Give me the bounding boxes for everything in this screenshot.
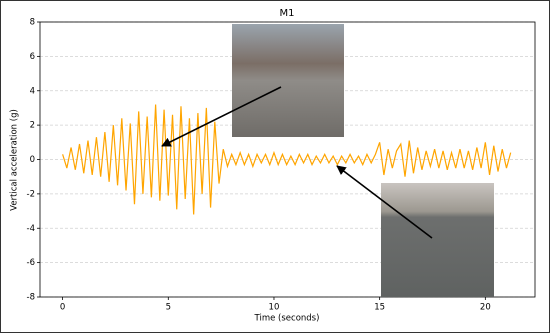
y-tick-label: 6 — [30, 52, 35, 62]
x-tick-label: 5 — [166, 303, 171, 313]
y-tick-label: -2 — [27, 189, 35, 199]
arrow — [161, 86, 282, 147]
x-tick-label: 0 — [60, 303, 65, 313]
photo — [381, 183, 494, 297]
y-tick-label: -8 — [27, 293, 35, 303]
y-tick-label: 2 — [30, 121, 35, 131]
signal-line — [62, 104, 512, 215]
x-axis-label: Time (seconds) — [254, 314, 320, 324]
y-tick-label: 0 — [30, 155, 35, 165]
x-tick-label: 10 — [269, 303, 280, 313]
photo — [232, 24, 344, 137]
y-tick-label: -4 — [27, 224, 35, 234]
y-axis-label: Vertical acceleration (g) — [10, 109, 20, 211]
x-tick-label: 20 — [480, 303, 491, 313]
y-tick-label: 4 — [30, 86, 35, 96]
y-tick-label: -6 — [27, 258, 35, 268]
chart-title: M1 — [280, 8, 295, 19]
y-tick-label: 8 — [30, 18, 35, 28]
x-tick-label: 15 — [374, 303, 385, 313]
arrow — [336, 165, 433, 239]
